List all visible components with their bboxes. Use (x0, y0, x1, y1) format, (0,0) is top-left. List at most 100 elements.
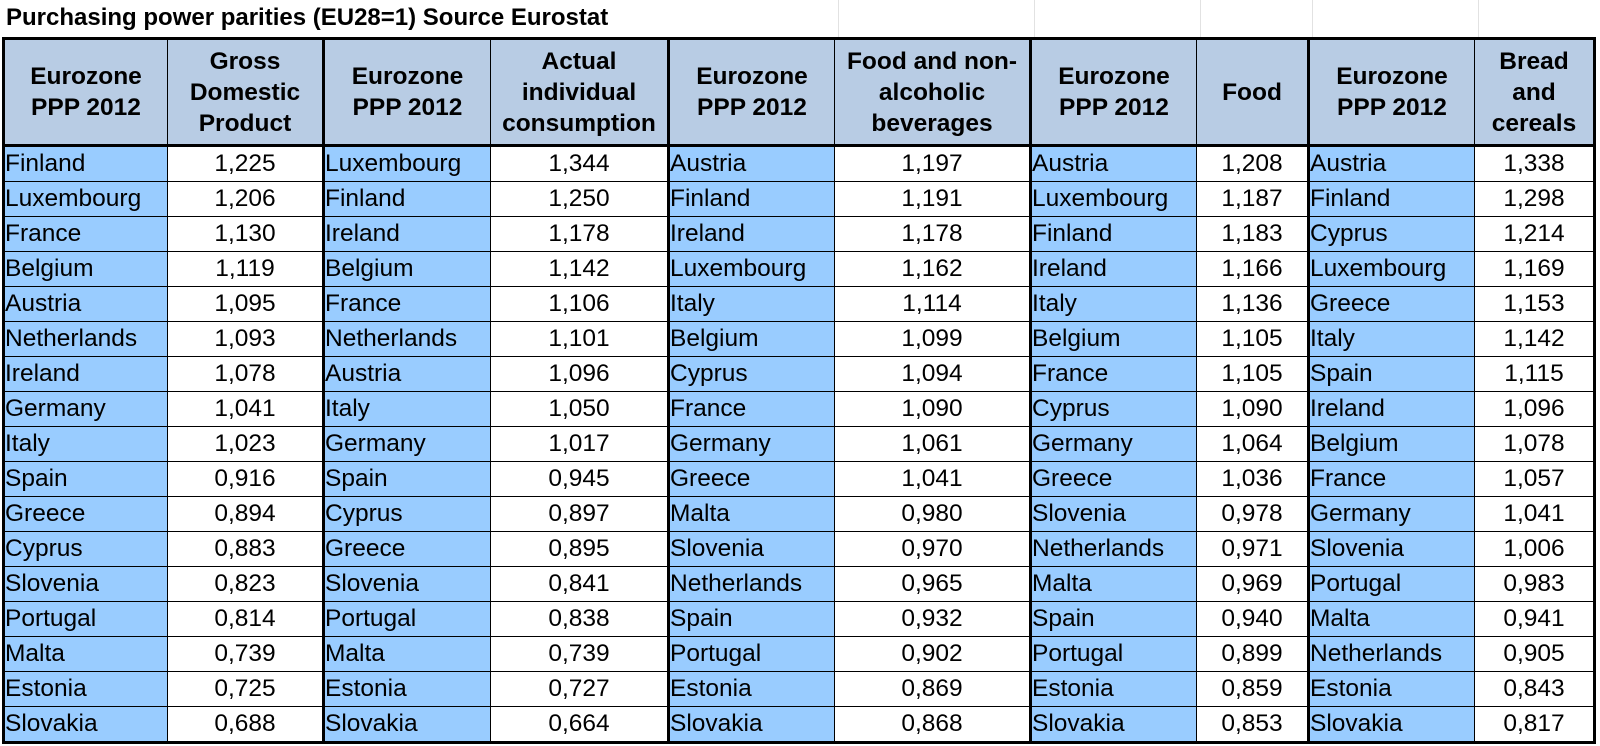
value-cell: 1,096 (490, 356, 670, 392)
country-cell: Germany (1029, 426, 1197, 462)
value-cell: 0,739 (167, 636, 325, 672)
country-cell: Ireland (322, 216, 491, 252)
value-cell: 1,119 (167, 251, 325, 287)
gridline (838, 0, 839, 37)
value-cell: 1,197 (834, 145, 1032, 182)
ppp-table: Eurozone PPP 2012 Gross Domestic Product… (2, 37, 1596, 744)
value-cell: 0,895 (490, 531, 670, 567)
country-cell: Belgium (322, 251, 491, 287)
country-cell: Greece (322, 531, 491, 567)
value-cell: 1,036 (1196, 461, 1310, 497)
country-cell: Malta (1029, 566, 1197, 602)
country-cell: Estonia (667, 671, 835, 707)
country-cell: Slovenia (1307, 531, 1475, 567)
gridline (1034, 0, 1035, 37)
value-cell: 0,843 (1474, 671, 1596, 707)
country-cell: Greece (2, 496, 168, 532)
country-cell: Netherlands (1029, 531, 1197, 567)
value-cell: 0,969 (1196, 566, 1310, 602)
value-cell: 1,142 (490, 251, 670, 287)
table-row: Slovenia 0,823 Slovenia 0,841 Netherlands 0,9… (2, 566, 1596, 602)
value-cell: 1,208 (1196, 145, 1310, 182)
country-column-header: Eurozone PPP 2012 (667, 37, 835, 147)
value-cell: 0,894 (167, 496, 325, 532)
country-cell: Spain (667, 601, 835, 637)
country-cell: Spain (1029, 601, 1197, 637)
value-cell: 1,169 (1474, 251, 1596, 287)
country-cell: Portugal (2, 601, 168, 637)
country-cell: Finland (1307, 181, 1475, 217)
country-cell: Italy (2, 426, 168, 462)
country-cell: Germany (2, 391, 168, 427)
country-cell: Austria (322, 356, 491, 392)
value-cell: 1,023 (167, 426, 325, 462)
value-cell: 1,162 (834, 251, 1032, 287)
table-row: Austria 1,095 France 1,106 Italy 1,114 Italy 1,… (2, 286, 1596, 322)
country-cell: Ireland (667, 216, 835, 252)
value-column-header: Actual individual consumption (490, 37, 670, 147)
value-cell: 0,727 (490, 671, 670, 707)
value-cell: 0,899 (1196, 636, 1310, 672)
table-row: Portugal 0,814 Portugal 0,838 Spain 0,932 Spai… (2, 601, 1596, 637)
header-row: Eurozone PPP 2012 Gross Domestic Product… (2, 37, 1596, 147)
country-cell: Netherlands (322, 321, 491, 357)
value-cell: 1,178 (490, 216, 670, 252)
value-cell: 0,817 (1474, 706, 1596, 744)
value-cell: 1,096 (1474, 391, 1596, 427)
country-cell: Spain (1307, 356, 1475, 392)
country-cell: Slovenia (1029, 496, 1197, 532)
country-cell: Portugal (667, 636, 835, 672)
value-cell: 1,106 (490, 286, 670, 322)
value-cell: 1,057 (1474, 461, 1596, 497)
country-cell: Luxembourg (1029, 181, 1197, 217)
table-row: Cyprus 0,883 Greece 0,895 Slovenia 0,970 Nethe… (2, 531, 1596, 567)
value-column-header: Bread and cereals (1474, 37, 1596, 147)
value-cell: 0,940 (1196, 601, 1310, 637)
country-cell: Germany (322, 426, 491, 462)
value-cell: 0,970 (834, 531, 1032, 567)
table-row: Slovakia 0,688 Slovakia 0,664 Slovakia 0,868 S… (2, 706, 1596, 744)
value-cell: 1,130 (167, 216, 325, 252)
country-cell: Finland (322, 181, 491, 217)
value-cell: 0,814 (167, 601, 325, 637)
country-column-header: Eurozone PPP 2012 (2, 37, 168, 147)
value-cell: 1,214 (1474, 216, 1596, 252)
country-cell: Germany (667, 426, 835, 462)
value-cell: 1,041 (167, 391, 325, 427)
value-cell: 0,965 (834, 566, 1032, 602)
value-cell: 1,105 (1196, 356, 1310, 392)
country-cell: Luxembourg (1307, 251, 1475, 287)
value-cell: 1,099 (834, 321, 1032, 357)
value-cell: 1,298 (1474, 181, 1596, 217)
value-cell: 0,978 (1196, 496, 1310, 532)
value-cell: 1,183 (1196, 216, 1310, 252)
page-title: Purchasing power parities (EU28=1) Sourc… (6, 4, 609, 31)
table-row: Belgium 1,119 Belgium 1,142 Luxembourg 1,162 I… (2, 251, 1596, 287)
gridline (1478, 0, 1479, 37)
value-cell: 0,905 (1474, 636, 1596, 672)
table-row: Luxembourg 1,206 Finland 1,250 Finland 1,191 L… (2, 181, 1596, 217)
value-cell: 1,094 (834, 356, 1032, 392)
value-cell: 0,859 (1196, 671, 1310, 707)
value-cell: 1,093 (167, 321, 325, 357)
value-cell: 1,142 (1474, 321, 1596, 357)
country-cell: Slovakia (667, 706, 835, 744)
value-cell: 0,980 (834, 496, 1032, 532)
country-cell: Estonia (2, 671, 168, 707)
country-cell: Cyprus (2, 531, 168, 567)
country-cell: Cyprus (667, 356, 835, 392)
value-cell: 0,897 (490, 496, 670, 532)
value-cell: 0,725 (167, 671, 325, 707)
country-cell: Malta (1307, 601, 1475, 637)
value-cell: 0,945 (490, 461, 670, 497)
country-cell: France (1029, 356, 1197, 392)
country-cell: Italy (667, 286, 835, 322)
table-row: Netherlands 1,093 Netherlands 1,101 Belgium 1… (2, 321, 1596, 357)
value-cell: 1,006 (1474, 531, 1596, 567)
value-cell: 1,078 (167, 356, 325, 392)
country-cell: Slovakia (2, 706, 168, 744)
country-cell: Austria (1029, 145, 1197, 182)
table-body: Finland 1,225 Luxembourg 1,344 Austria 1,197 A… (2, 145, 1596, 744)
value-cell: 1,101 (490, 321, 670, 357)
value-cell: 0,688 (167, 706, 325, 744)
